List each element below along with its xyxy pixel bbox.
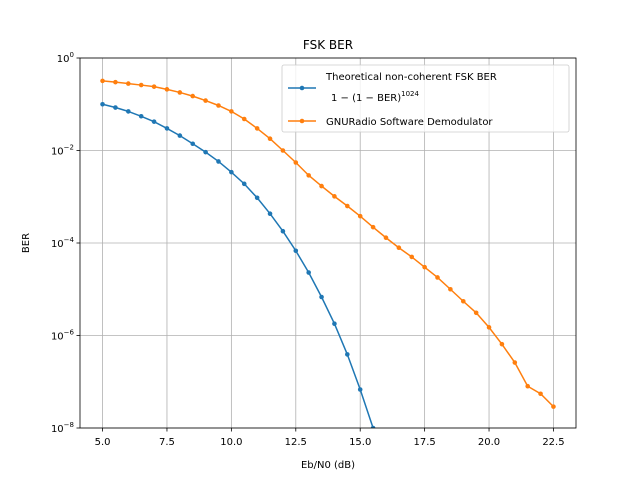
data-point — [113, 105, 118, 110]
data-point — [138, 113, 144, 119]
y-tick-label: 100 — [57, 51, 74, 65]
data-point — [396, 245, 402, 251]
x-tick-label: 7.5 — [159, 437, 175, 448]
data-point — [293, 160, 299, 165]
data-point — [241, 116, 247, 122]
y-tick-exponent: −2 — [64, 144, 74, 152]
data-point — [370, 425, 376, 428]
data-point — [164, 126, 170, 131]
legend-label-theoretical: Theoretical non-coherent FSK BER — [325, 72, 497, 83]
data-point — [306, 270, 311, 275]
data-point — [435, 275, 440, 280]
y-tick-label: 10−6 — [51, 329, 75, 343]
legend-formula-exponent: 1024 — [401, 90, 419, 98]
data-point — [332, 321, 337, 326]
legend-label-gnuradio: GNURadio Software Demodulator — [326, 117, 493, 128]
data-point — [126, 81, 131, 86]
data-point — [538, 391, 543, 397]
x-tick-label: 12.5 — [285, 437, 307, 448]
data-point — [332, 194, 337, 199]
data-point — [280, 148, 286, 153]
y-tick-exponent: −6 — [64, 329, 75, 337]
data-point — [241, 181, 247, 187]
y-tick-label: 10−4 — [51, 236, 75, 250]
x-tick-label: 5.0 — [95, 437, 111, 448]
data-point — [216, 103, 221, 108]
data-point — [306, 173, 311, 178]
data-point — [138, 82, 144, 88]
data-point — [499, 341, 505, 347]
data-point — [126, 109, 131, 114]
x-axis-label: Eb/N0 (dB) — [301, 460, 355, 471]
data-point — [512, 360, 518, 365]
y-tick-base: 10 — [57, 54, 70, 65]
data-point — [551, 404, 556, 409]
series-line — [102, 103, 374, 428]
data-point — [345, 352, 350, 357]
data-point — [473, 310, 479, 316]
data-point — [345, 203, 350, 209]
y-tick-exponent: −8 — [64, 421, 74, 429]
data-point — [177, 133, 183, 138]
data-point — [448, 286, 453, 292]
data-point — [164, 87, 170, 92]
x-tick-label: 10.0 — [220, 437, 242, 448]
y-tick-base: 10 — [51, 147, 64, 158]
data-point — [203, 149, 208, 155]
legend-formula: 1 − (1 − BER)1024 — [331, 90, 420, 104]
y-tick-label: 10−2 — [51, 144, 74, 158]
data-point — [113, 79, 118, 85]
data-point — [190, 93, 196, 99]
data-point — [422, 264, 427, 270]
data-point — [486, 325, 492, 330]
data-point — [370, 224, 376, 230]
data-point — [100, 78, 105, 84]
data-point — [383, 235, 389, 241]
x-tick-label: 15.0 — [349, 437, 371, 448]
data-point — [229, 109, 234, 114]
legend: Theoretical non-coherent FSK BER 1 − (1 −… — [281, 64, 570, 133]
legend-marker-gnuradio — [299, 118, 305, 124]
data-point — [293, 248, 299, 254]
legend-box — [281, 64, 570, 133]
data-point — [460, 298, 466, 304]
y-tick-base: 10 — [51, 332, 64, 343]
data-point — [357, 213, 363, 219]
data-point — [151, 84, 157, 89]
data-point — [319, 294, 324, 300]
y-tick-base: 10 — [51, 239, 64, 250]
data-point — [216, 159, 221, 164]
legend-formula-base: 1 − (1 − BER) — [331, 93, 401, 104]
data-point — [190, 141, 196, 147]
y-tick-base: 10 — [51, 424, 64, 435]
data-point — [177, 90, 183, 95]
legend-marker-theoretical — [299, 85, 305, 91]
data-point — [151, 119, 157, 124]
data-point — [280, 228, 286, 234]
x-tick-label: 17.5 — [413, 437, 435, 448]
data-point — [229, 169, 234, 175]
data-point — [267, 211, 273, 217]
data-point — [409, 254, 415, 260]
data-point — [100, 101, 105, 107]
y-axis-label: BER — [21, 233, 32, 253]
series-layer — [100, 78, 556, 428]
y-tick-exponent: −4 — [64, 236, 75, 244]
data-point — [267, 136, 273, 141]
data-point — [319, 183, 324, 189]
x-tick-label: 20.0 — [478, 437, 500, 448]
series-1 — [100, 78, 556, 409]
data-point — [254, 126, 260, 131]
y-tick-label: 10−8 — [51, 421, 74, 435]
data-point — [203, 98, 208, 103]
data-point — [254, 195, 260, 201]
series-0 — [100, 101, 376, 428]
chart-title: FSK BER — [303, 38, 353, 52]
y-tick-exponent: 0 — [70, 51, 74, 59]
data-point — [357, 387, 363, 392]
data-point — [525, 383, 530, 389]
ticks: 5.0 7.5 10.0 12.5 15.0 17.5 20.0 22.510−810−610… — [51, 51, 565, 448]
x-tick-label: 22.5 — [542, 437, 564, 448]
